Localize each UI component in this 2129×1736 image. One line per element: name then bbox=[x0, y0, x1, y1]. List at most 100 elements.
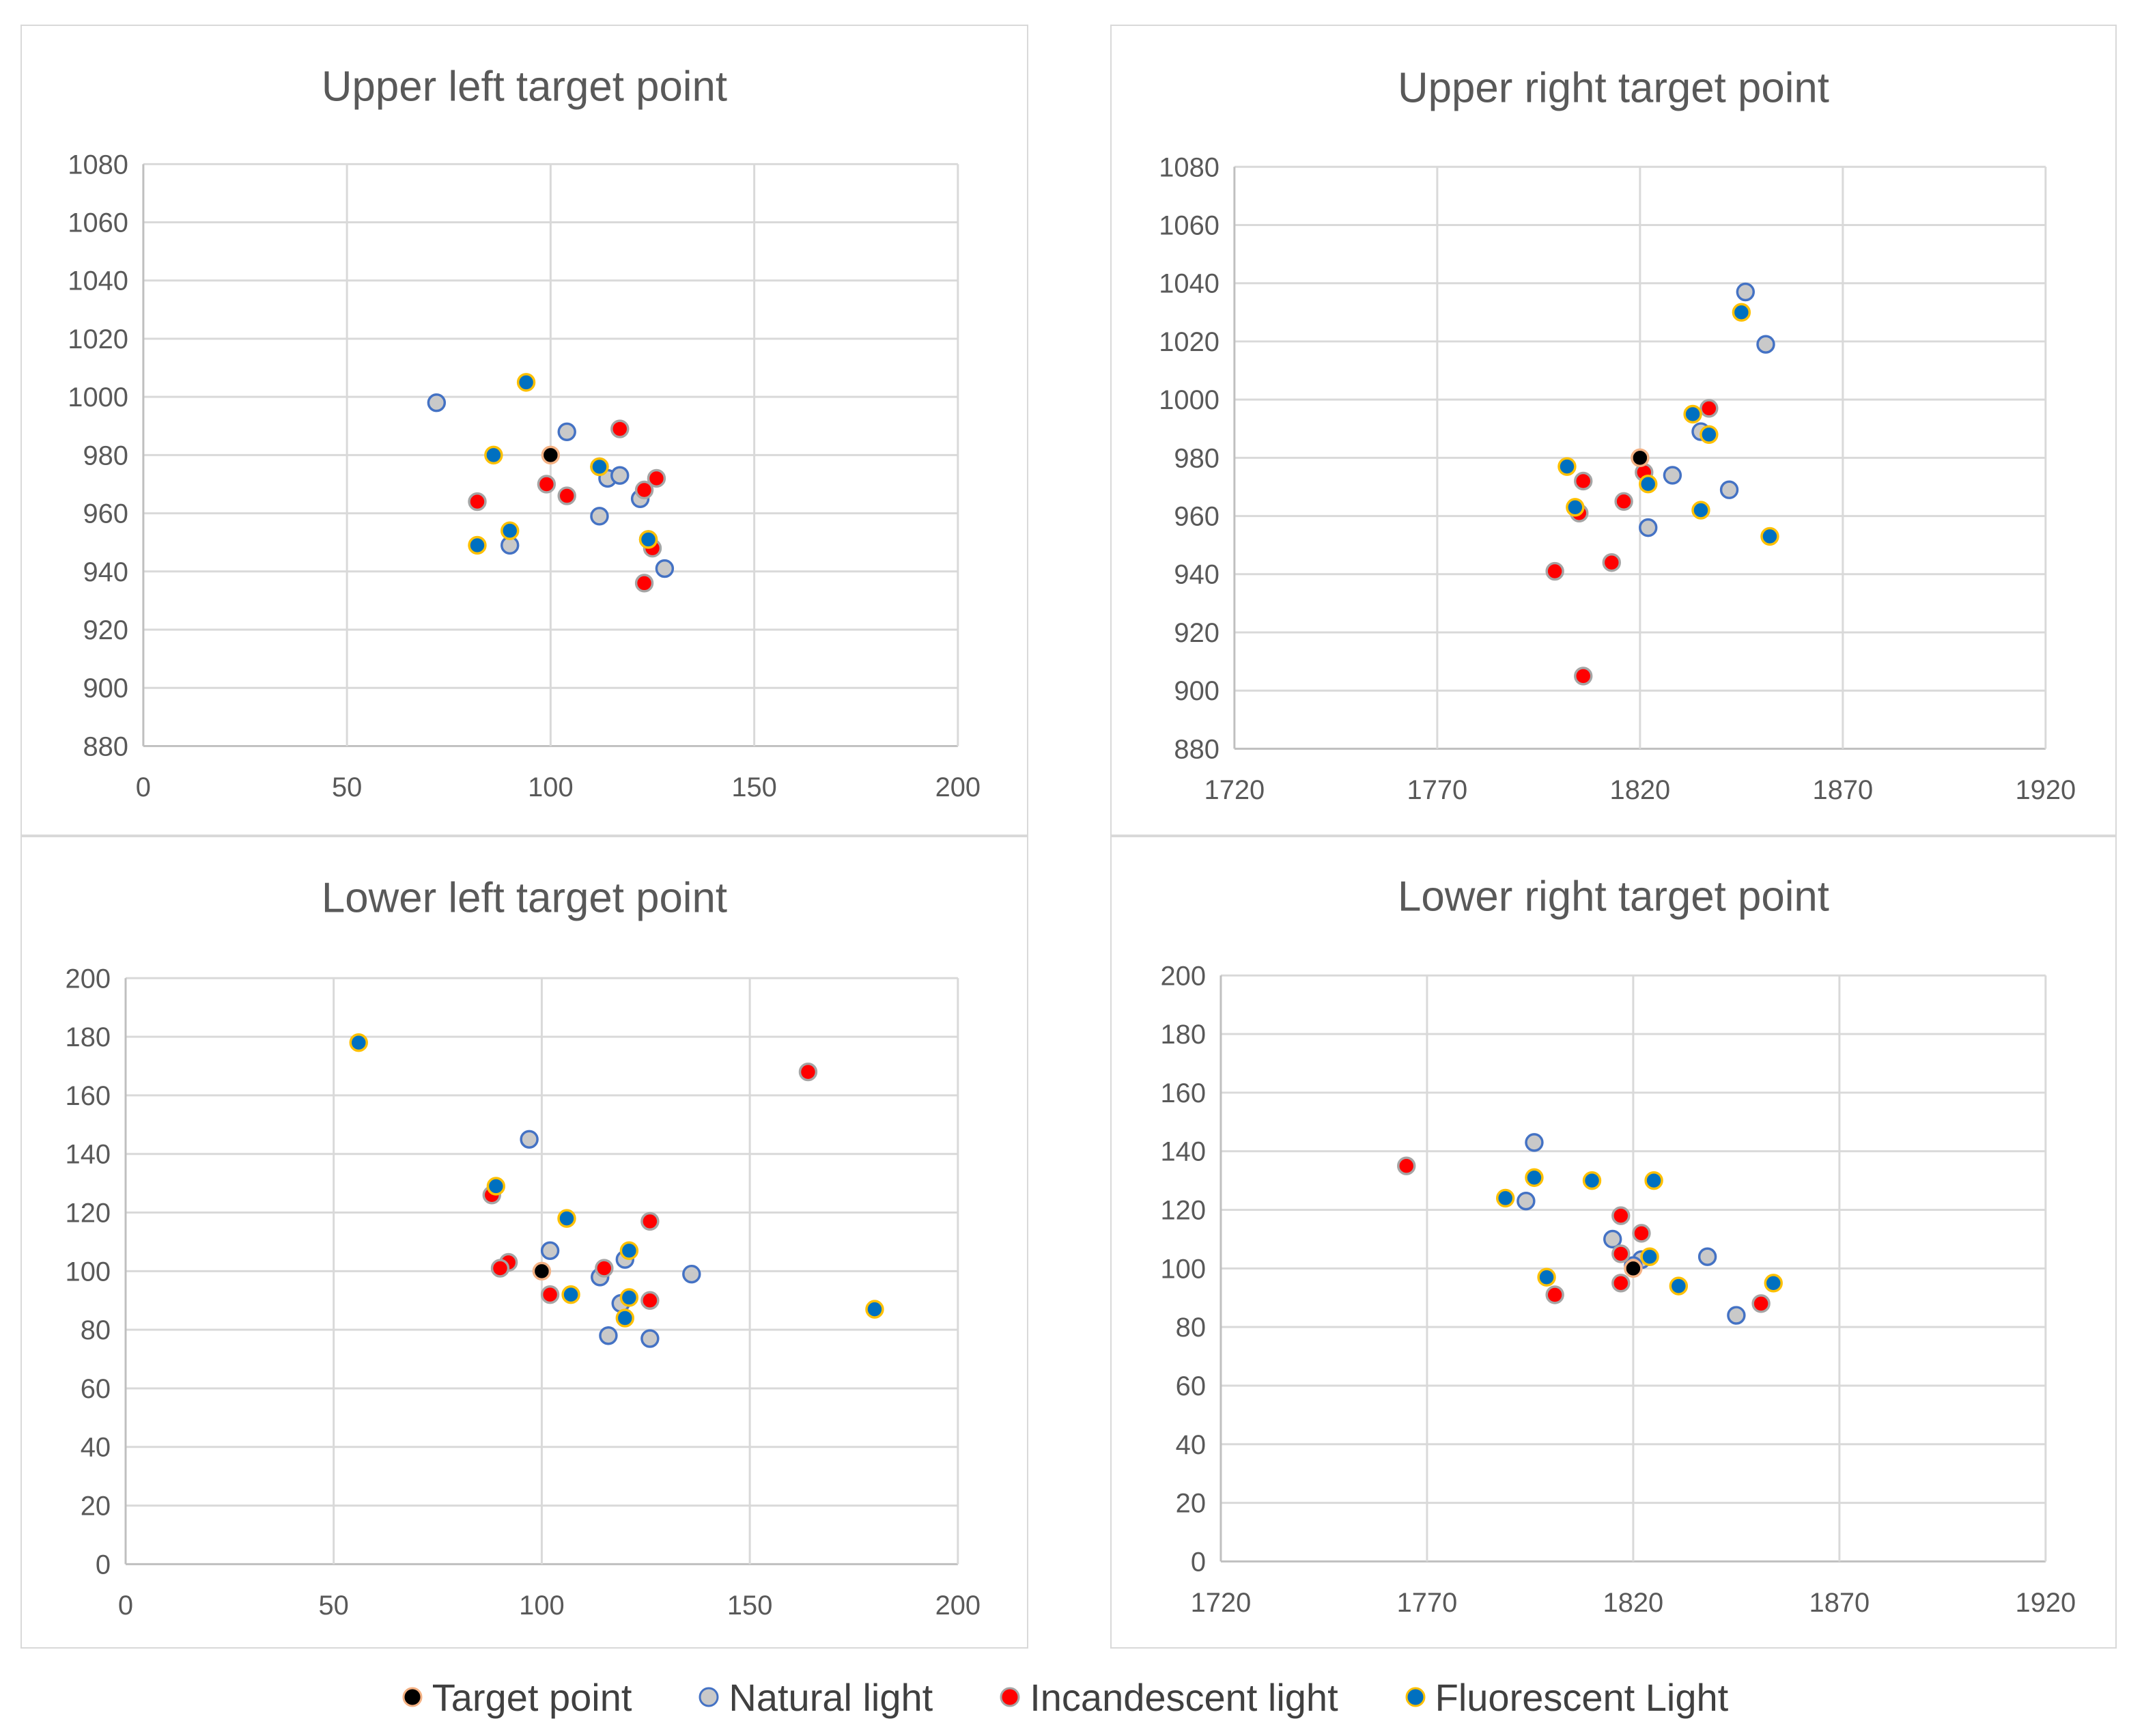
natural-light-point bbox=[1603, 1229, 1622, 1249]
fluorescent-light-point bbox=[615, 1308, 635, 1328]
x-tick-label: 150 bbox=[727, 1591, 773, 1621]
fluorescent-light-point bbox=[1566, 498, 1585, 517]
x-tick-label: 1870 bbox=[1809, 1588, 1870, 1618]
y-tick-label: 200 bbox=[1160, 961, 1206, 991]
y-tick-label: 1000 bbox=[68, 382, 128, 412]
natural-light-point bbox=[599, 1326, 618, 1345]
y-tick-label: 40 bbox=[1176, 1430, 1206, 1460]
fluorescent-light-point bbox=[1557, 457, 1577, 476]
incandescent-light-point bbox=[1751, 1294, 1771, 1313]
fluorescent-light-point bbox=[468, 535, 487, 555]
y-tick-label: 980 bbox=[83, 440, 128, 471]
fluorescent-light-point bbox=[1525, 1168, 1544, 1188]
chart-lower-right: Lower right target point 0 20 40 60 80 100 120 1… bbox=[1110, 836, 2117, 1649]
fluorescent-light-point bbox=[1537, 1268, 1556, 1287]
fluorescent-light-point bbox=[516, 373, 536, 392]
fluorescent-light-point bbox=[561, 1285, 580, 1304]
legend-item-fluorescent-light: Fluorescent Light bbox=[1404, 1675, 1729, 1720]
y-tick-label: 20 bbox=[1176, 1489, 1206, 1519]
fluorescent-light-marker-icon bbox=[1405, 1687, 1426, 1707]
fluorescent-light-point bbox=[619, 1288, 639, 1307]
natural-light-point bbox=[1663, 466, 1682, 485]
fluorescent-light-point bbox=[500, 521, 520, 540]
y-tick-label: 120 bbox=[66, 1198, 111, 1228]
y-tick-label: 940 bbox=[1174, 560, 1219, 590]
chart-title: Upper left target point bbox=[322, 64, 727, 111]
y-tick-label: 880 bbox=[83, 731, 128, 761]
y-tick-label: 1040 bbox=[1159, 269, 1219, 299]
x-tick-label: 1920 bbox=[2016, 1588, 2076, 1618]
incandescent-light-point bbox=[634, 574, 654, 593]
legend-label: Fluorescent Light bbox=[1435, 1675, 1729, 1719]
y-tick-label: 1060 bbox=[1159, 210, 1219, 240]
natural-light-point bbox=[1639, 518, 1658, 537]
y-tick-label: 1020 bbox=[68, 324, 128, 354]
legend-label: Natural light bbox=[729, 1675, 933, 1719]
x-tick-label: 100 bbox=[528, 772, 574, 802]
natural-light-point bbox=[1736, 282, 1756, 302]
x-tick-label: 1720 bbox=[1204, 775, 1265, 805]
x-tick-label: 1770 bbox=[1407, 775, 1468, 805]
incandescent-light-point bbox=[1611, 1206, 1631, 1225]
natural-light-point bbox=[540, 1241, 560, 1261]
y-tick-label: 120 bbox=[1160, 1196, 1206, 1226]
natural-light-point bbox=[682, 1264, 701, 1284]
y-tick-label: 60 bbox=[81, 1374, 111, 1404]
y-tick-label: 40 bbox=[81, 1433, 111, 1463]
fluorescent-light-point bbox=[865, 1300, 884, 1319]
legend-item-target-point: Target point bbox=[401, 1675, 632, 1720]
y-tick-label: 180 bbox=[1160, 1020, 1206, 1050]
y-tick-label: 1080 bbox=[1159, 152, 1219, 182]
x-tick-label: 1820 bbox=[1610, 775, 1671, 805]
incandescent-light-point bbox=[557, 486, 576, 505]
y-tick-label: 200 bbox=[66, 964, 111, 994]
fluorescent-light-point bbox=[1691, 501, 1710, 520]
y-tick-label: 180 bbox=[66, 1022, 111, 1052]
incandescent-light-point bbox=[1397, 1156, 1416, 1175]
chart-upper-right: Upper right target point 880 900 920 940 960 9… bbox=[1110, 25, 2117, 836]
natural-light-point bbox=[640, 1329, 660, 1348]
natural-light-point bbox=[1756, 335, 1775, 354]
fluorescent-light-point bbox=[638, 530, 658, 549]
fluorescent-light-point bbox=[1732, 303, 1751, 322]
x-tick-label: 0 bbox=[118, 1591, 133, 1621]
target-point-marker-icon bbox=[402, 1687, 423, 1707]
x-tick-label: 150 bbox=[731, 772, 777, 802]
x-tick-label: 0 bbox=[136, 772, 151, 802]
y-tick-label: 960 bbox=[1174, 502, 1219, 532]
natural-light-marker-icon bbox=[699, 1687, 719, 1707]
target-point-point bbox=[541, 445, 561, 465]
fluorescent-light-point bbox=[1639, 475, 1658, 494]
incandescent-light-point bbox=[610, 419, 630, 438]
chart-lower-right-plot: Lower right target point 0 20 40 60 80 100 120 1… bbox=[1160, 873, 2076, 1619]
natural-light-point bbox=[655, 559, 675, 578]
legend-swatch bbox=[699, 1687, 719, 1707]
incandescent-light-point bbox=[640, 1291, 660, 1310]
y-tick-label: 1020 bbox=[1159, 327, 1219, 357]
natural-light-point bbox=[1697, 1247, 1717, 1266]
y-tick-label: 0 bbox=[96, 1550, 111, 1580]
y-tick-label: 100 bbox=[66, 1257, 111, 1287]
fluorescent-light-point bbox=[557, 1209, 576, 1228]
fluorescent-light-point bbox=[590, 457, 609, 477]
incandescent-light-point bbox=[468, 492, 487, 512]
fluorescent-light-point bbox=[619, 1241, 639, 1261]
y-tick-label: 980 bbox=[1174, 443, 1219, 473]
y-tick-label: 100 bbox=[1160, 1254, 1206, 1284]
y-tick-label: 60 bbox=[1176, 1371, 1206, 1401]
y-tick-label: 0 bbox=[1191, 1547, 1206, 1577]
incandescent-light-point bbox=[537, 475, 556, 494]
natural-light-point bbox=[1525, 1133, 1544, 1152]
legend-label: Incandescent light bbox=[1030, 1675, 1338, 1719]
incandescent-light-point bbox=[798, 1062, 818, 1082]
x-tick-label: 1770 bbox=[1397, 1588, 1458, 1618]
incandescent-light-point bbox=[1611, 1274, 1631, 1293]
chart-lower-left: Lower left target point 0 20 40 60 80 100 120 14… bbox=[20, 836, 1028, 1649]
x-tick-label: 100 bbox=[519, 1591, 565, 1621]
y-tick-label: 900 bbox=[1174, 676, 1219, 706]
natural-light-point bbox=[427, 393, 447, 412]
chart-title: Upper right target point bbox=[1398, 65, 1829, 112]
y-tick-label: 160 bbox=[66, 1081, 111, 1111]
x-tick-label: 200 bbox=[935, 1591, 981, 1621]
legend: Target point Natural light Incandescent … bbox=[0, 1666, 2129, 1728]
